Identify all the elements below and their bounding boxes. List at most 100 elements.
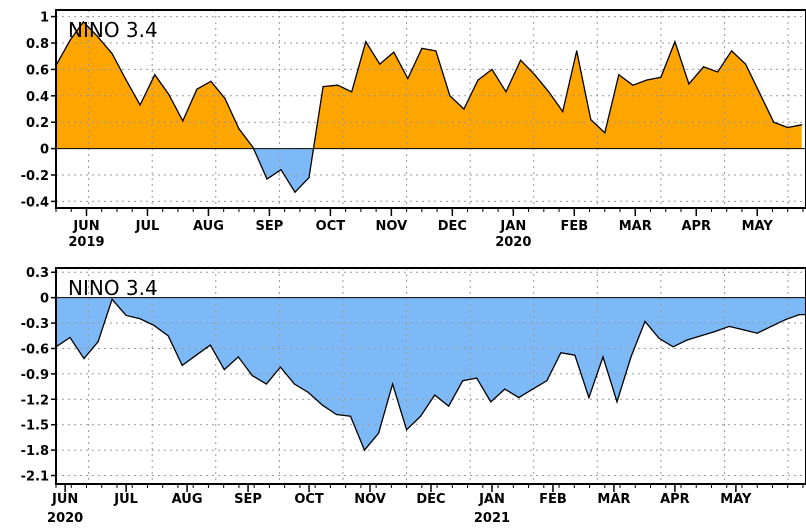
negative-area [56,297,806,451]
y-tick-label: 0 [40,143,49,158]
data-point-6 [139,318,141,320]
data-point-48 [731,50,733,52]
data-point-43 [658,337,660,339]
data-point-5 [125,79,127,81]
data-point-24 [393,51,395,53]
data-point-2 [83,358,85,360]
data-point-40 [616,401,618,403]
y-tick-label: 0.6 [26,63,49,78]
data-point-19 [321,404,324,406]
data-point-42 [646,79,648,81]
data-point-47 [714,330,716,333]
data-point-7 [153,325,155,327]
data-point-50 [756,332,758,334]
data-point-37 [576,50,578,52]
data-point-46 [703,66,705,68]
y-tick-label: -0.2 [21,169,49,184]
month-label: MAY [720,492,752,507]
data-point-44 [674,41,676,43]
data-point-44 [672,346,674,348]
month-label: DEC [416,492,445,507]
data-point-18 [307,391,309,394]
data-point-41 [630,356,632,358]
month-label: NOV [354,492,386,507]
data-point-38 [588,397,590,399]
data-point-26 [420,415,422,417]
data-point-13 [238,128,240,130]
month-label: JAN [478,492,505,507]
negative-area [253,148,314,193]
data-point-41 [632,84,634,86]
month-label: OCT [316,219,346,234]
y-tick-label: 0.4 [26,90,49,105]
data-point-27 [434,394,436,396]
data-point-22 [363,449,366,451]
data-point-23 [378,432,380,434]
month-label: DEC [438,219,467,234]
y-tick-label: -2.1 [21,470,49,485]
data-point-30 [476,377,478,379]
data-point-32 [504,388,506,390]
data-point-23 [379,63,381,65]
data-point-29 [463,108,465,110]
plot-frame [55,9,806,209]
month-label: JUN [51,492,78,507]
month-label: APR [681,219,711,234]
data-point-12 [223,369,225,371]
month-label: APR [660,492,690,507]
data-point-39 [604,132,606,134]
data-point-19 [322,86,324,88]
data-point-4 [111,298,113,300]
data-point-20 [335,413,338,416]
year-label: 2020 [495,235,531,250]
y-tick-label: -0.4 [21,195,49,210]
data-point-31 [491,68,493,70]
data-point-9 [181,364,183,366]
month-label: SEP [256,219,284,234]
month-label: MAY [742,219,774,234]
y-tick-label: 0.8 [26,37,49,52]
data-point-51 [773,121,775,123]
data-point-53 [801,124,803,126]
data-point-40 [618,74,620,76]
data-point-10 [195,354,197,356]
data-point-31 [490,401,492,403]
month-label: AUG [172,492,203,507]
data-point-48 [728,325,730,327]
data-point-29 [462,380,464,382]
data-point-4 [111,53,113,55]
data-point-53 [798,314,800,316]
data-point-27 [435,50,437,52]
month-label: SEP [234,492,262,507]
data-point-28 [448,405,450,407]
data-point-28 [449,95,451,97]
data-point-30 [477,79,479,81]
data-point-45 [688,83,690,85]
data-point-12 [224,97,226,99]
data-point-39 [602,356,604,358]
data-point-36 [562,111,564,113]
data-point-35 [546,380,548,382]
data-point-32 [505,91,507,93]
data-point-18 [308,177,310,179]
y-tick-label: -1.2 [21,393,49,408]
data-point-21 [351,91,353,93]
y-tick-label: 0.2 [26,116,49,131]
year-label: 2021 [474,511,510,526]
chart-title: NINO 3.4 [68,276,158,300]
data-point-35 [548,91,550,93]
data-point-21 [349,415,352,417]
data-point-16 [279,366,281,368]
data-point-8 [167,335,169,337]
data-point-5 [125,314,127,316]
year-label: 2020 [47,511,83,526]
data-point-34 [534,74,536,76]
y-tick-label: -0.3 [21,317,49,332]
month-label: MAR [597,492,630,507]
data-point-8 [168,93,170,96]
month-label: AUG [193,219,224,234]
month-label: OCT [294,492,324,507]
data-point-17 [294,191,296,193]
